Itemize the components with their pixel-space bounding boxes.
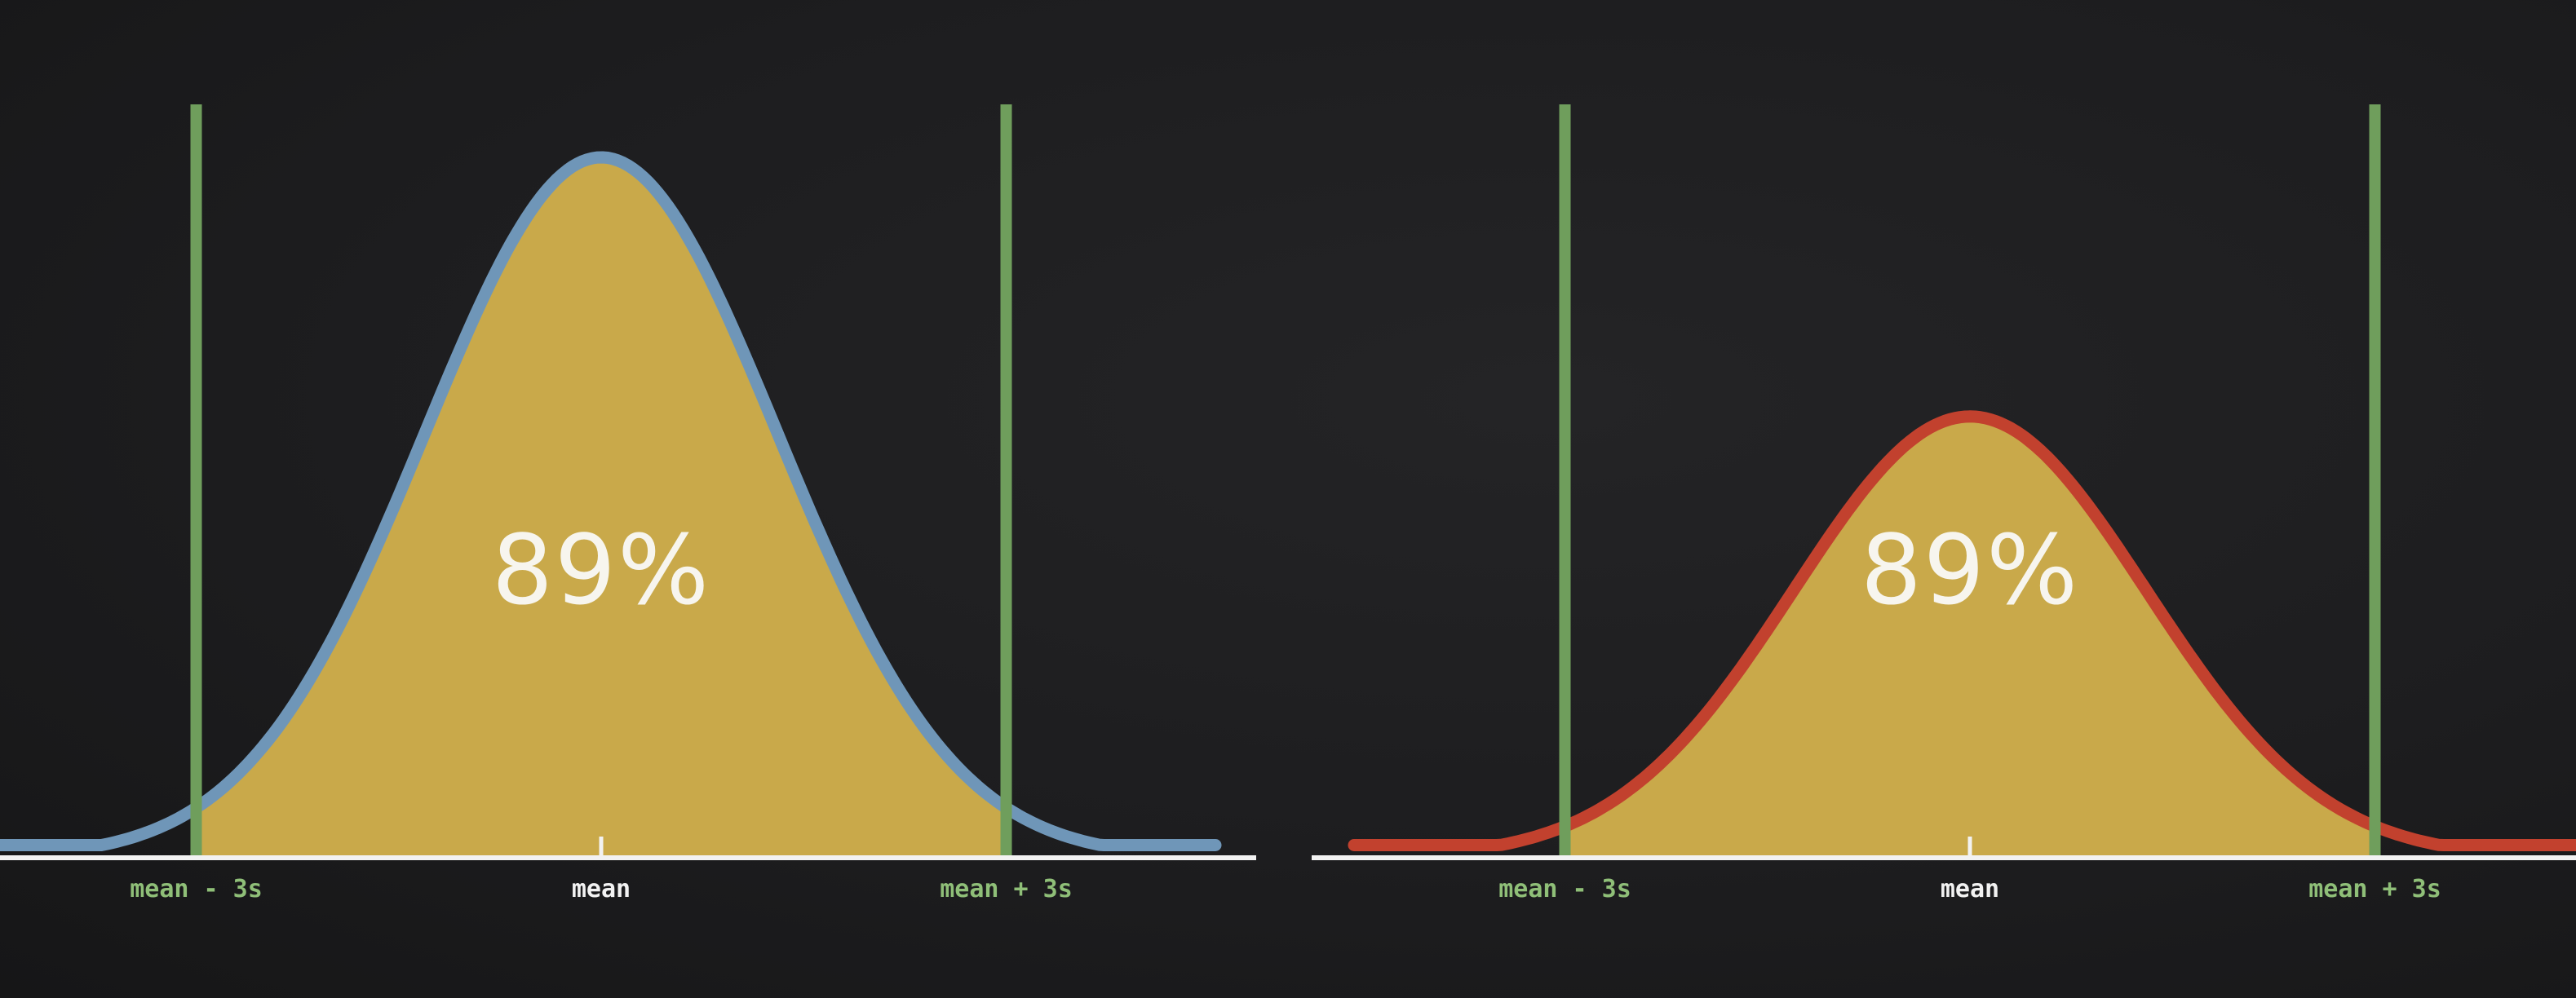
left-distribution-curve: [0, 151, 1222, 851]
left-tick-label-mean: mean: [572, 875, 631, 903]
right-tick-label-mean-plus-3s: mean + 3s: [2308, 875, 2441, 903]
right-tick-label-mean-minus-3s: mean - 3s: [1498, 875, 1631, 903]
right-chart: 89% mean - 3s mean mean + 3s: [1312, 104, 2576, 903]
left-shaded-area: [196, 157, 1007, 858]
left-percent-label: 89%: [492, 514, 710, 626]
left-tick-label-mean-minus-3s: mean - 3s: [130, 875, 263, 903]
right-percent-label: 89%: [1861, 514, 2079, 626]
left-chart: 89% mean - 3s mean mean + 3s: [0, 104, 1256, 903]
left-tick-label-mean-plus-3s: mean + 3s: [940, 875, 1073, 903]
right-tick-label-mean: mean: [1941, 875, 1999, 903]
right-shaded-area: [1565, 416, 2375, 858]
